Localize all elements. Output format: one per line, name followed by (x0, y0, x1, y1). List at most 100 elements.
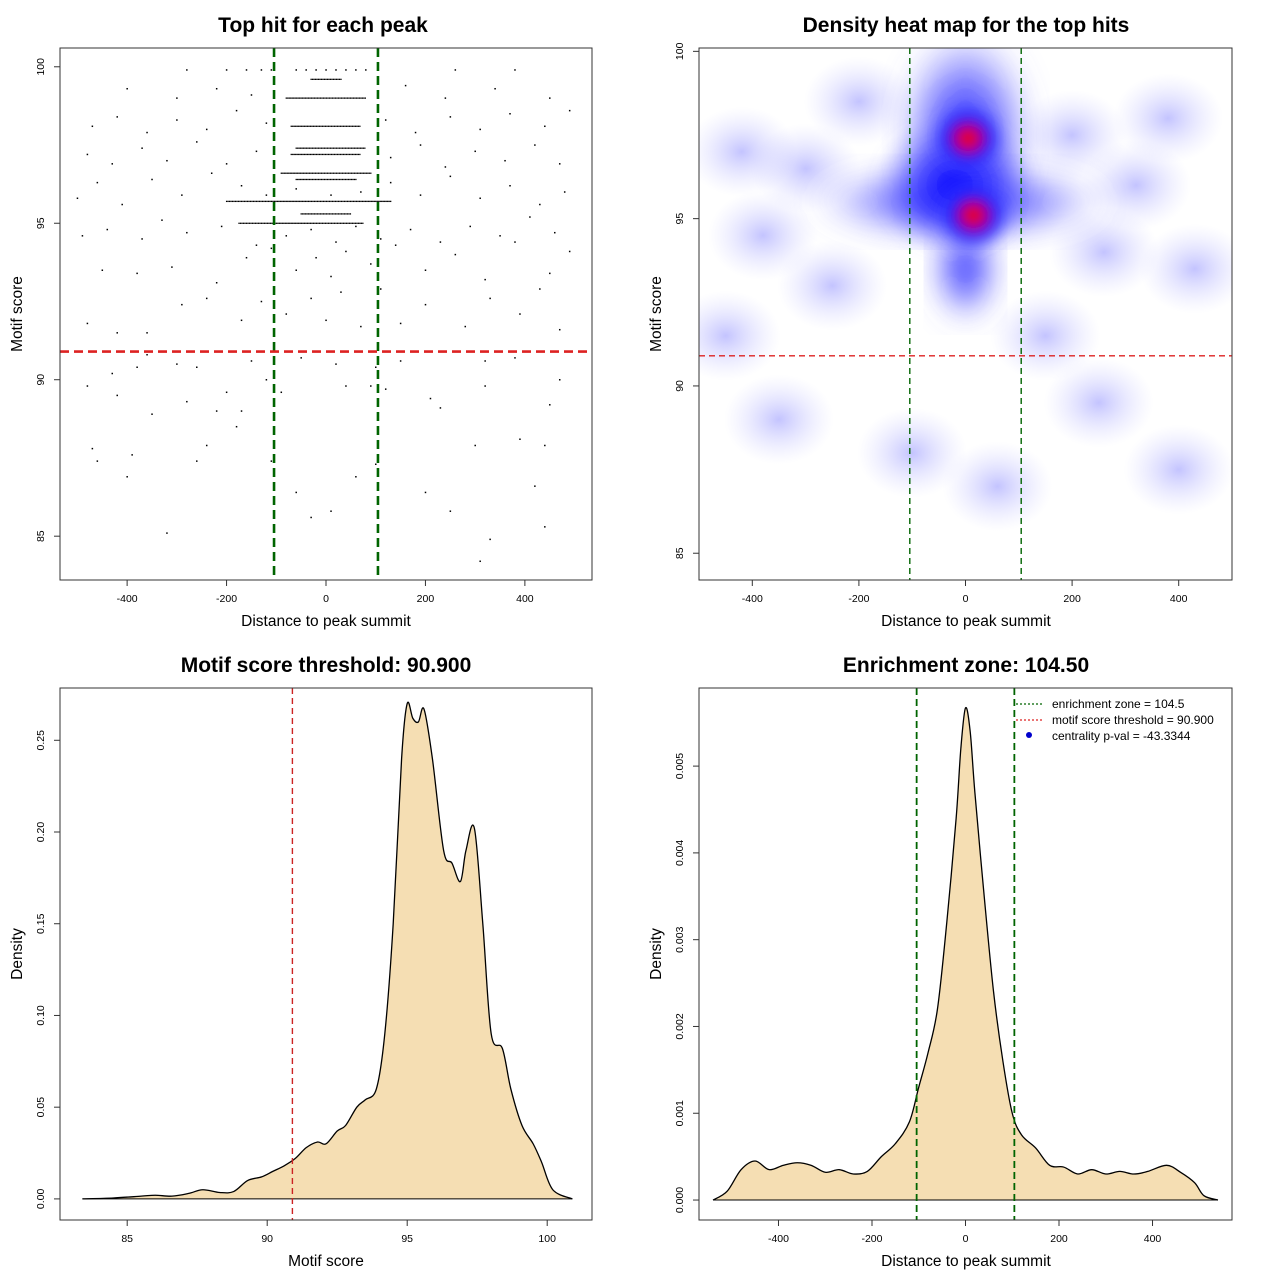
scatter-point (317, 178, 320, 181)
scatter-point (379, 238, 382, 240)
scatter-point (245, 69, 248, 71)
heat-faint-region (1139, 223, 1232, 314)
scatter-point (291, 172, 293, 174)
scatter-point (239, 222, 242, 224)
scatter-point (176, 363, 178, 365)
panel-3-frame (59, 687, 593, 1221)
y-tick-label: 0.003 (674, 926, 686, 952)
scatter-point (331, 213, 334, 215)
scatter-point (230, 200, 232, 203)
scatter-point (299, 97, 301, 99)
scatter-point (350, 172, 353, 174)
scatter-point (240, 200, 243, 203)
scatter-point (352, 147, 354, 149)
scatter-point (320, 147, 323, 149)
scatter-point (293, 200, 295, 203)
scatter-point (337, 213, 340, 215)
scatter-point (260, 200, 262, 203)
scatter-point (329, 222, 331, 224)
scatter-point (293, 153, 295, 156)
panel-3-plot-area (82, 701, 573, 1200)
scatter-point (239, 200, 241, 203)
scatter-point (353, 222, 355, 224)
scatter-point (280, 391, 283, 394)
scatter-point (312, 200, 314, 203)
scatter-point (335, 125, 337, 127)
scatter-point (306, 172, 308, 174)
scatter-point (361, 172, 363, 174)
scatter-point (136, 272, 138, 275)
panel-4-title: Enrichment zone: 104.50 (843, 654, 1089, 677)
scatter-point (302, 200, 304, 203)
scatter-point (245, 200, 247, 203)
scatter-point (382, 200, 384, 203)
scatter-point (322, 178, 324, 181)
scatter-point (285, 97, 287, 99)
scatter-point (131, 454, 133, 456)
scatter-point (364, 200, 366, 203)
scatter-point (290, 97, 292, 99)
scatter-point (302, 153, 304, 156)
scatter-point (315, 200, 317, 203)
scatter-point (301, 147, 303, 149)
scatter-point (544, 125, 546, 128)
scatter-point (205, 128, 208, 131)
scatter-point (116, 332, 118, 334)
scatter-point (294, 97, 296, 99)
scatter-point (350, 222, 352, 224)
scatter-point (340, 178, 342, 181)
scatter-point (353, 172, 356, 174)
heat-faint-region (777, 240, 888, 331)
scatter-point (489, 538, 491, 541)
scatter-point (186, 231, 188, 234)
scatter-point (244, 222, 246, 224)
scatter-point (356, 222, 358, 224)
scatter-point (360, 222, 363, 224)
x-tick-label: 100 (538, 1233, 556, 1245)
scatter-point (296, 153, 298, 156)
scatter-point (339, 213, 341, 215)
scatter-point (325, 69, 327, 71)
scatter-point (295, 269, 297, 271)
scatter-point (292, 125, 294, 127)
scatter-point (314, 125, 316, 127)
scatter-point (359, 147, 362, 149)
scatter-point (329, 172, 332, 174)
scatter-point (514, 357, 516, 359)
scatter-point (484, 278, 486, 281)
scatter-point (336, 200, 338, 203)
scatter-point (341, 153, 343, 156)
scatter-point (318, 200, 320, 203)
scatter-point (335, 241, 337, 243)
scatter-point (318, 97, 320, 99)
scatter-point (296, 200, 298, 203)
scatter-point (294, 200, 296, 203)
scatter-point (504, 159, 506, 162)
scatter-point (353, 153, 355, 156)
scatter-point (351, 153, 354, 156)
scatter-point (323, 153, 325, 156)
scatter-point (319, 200, 322, 203)
scatter-point (358, 172, 360, 174)
scatter-point (311, 222, 313, 224)
scatter-point (419, 194, 422, 196)
scatter-point (337, 97, 340, 99)
panel-1-frame (59, 47, 593, 581)
scatter-point (286, 172, 288, 174)
scatter-point (328, 147, 330, 149)
heat-faint-region (857, 407, 968, 498)
panel-4-frame (698, 687, 1233, 1221)
scatter-point (316, 97, 319, 99)
scatter-point (454, 253, 457, 256)
scatter-point (296, 222, 298, 224)
scatter-point (291, 200, 293, 203)
scatter-point (319, 78, 321, 80)
scatter-point (314, 147, 317, 149)
panel-2-xlabel: Distance to peak summit (881, 613, 1051, 630)
scatter-point (146, 332, 148, 334)
scatter-point (297, 178, 299, 181)
scatter-point (181, 194, 183, 196)
scatter-point (305, 200, 307, 203)
scatter-point (385, 200, 387, 203)
scatter-point (260, 69, 263, 71)
